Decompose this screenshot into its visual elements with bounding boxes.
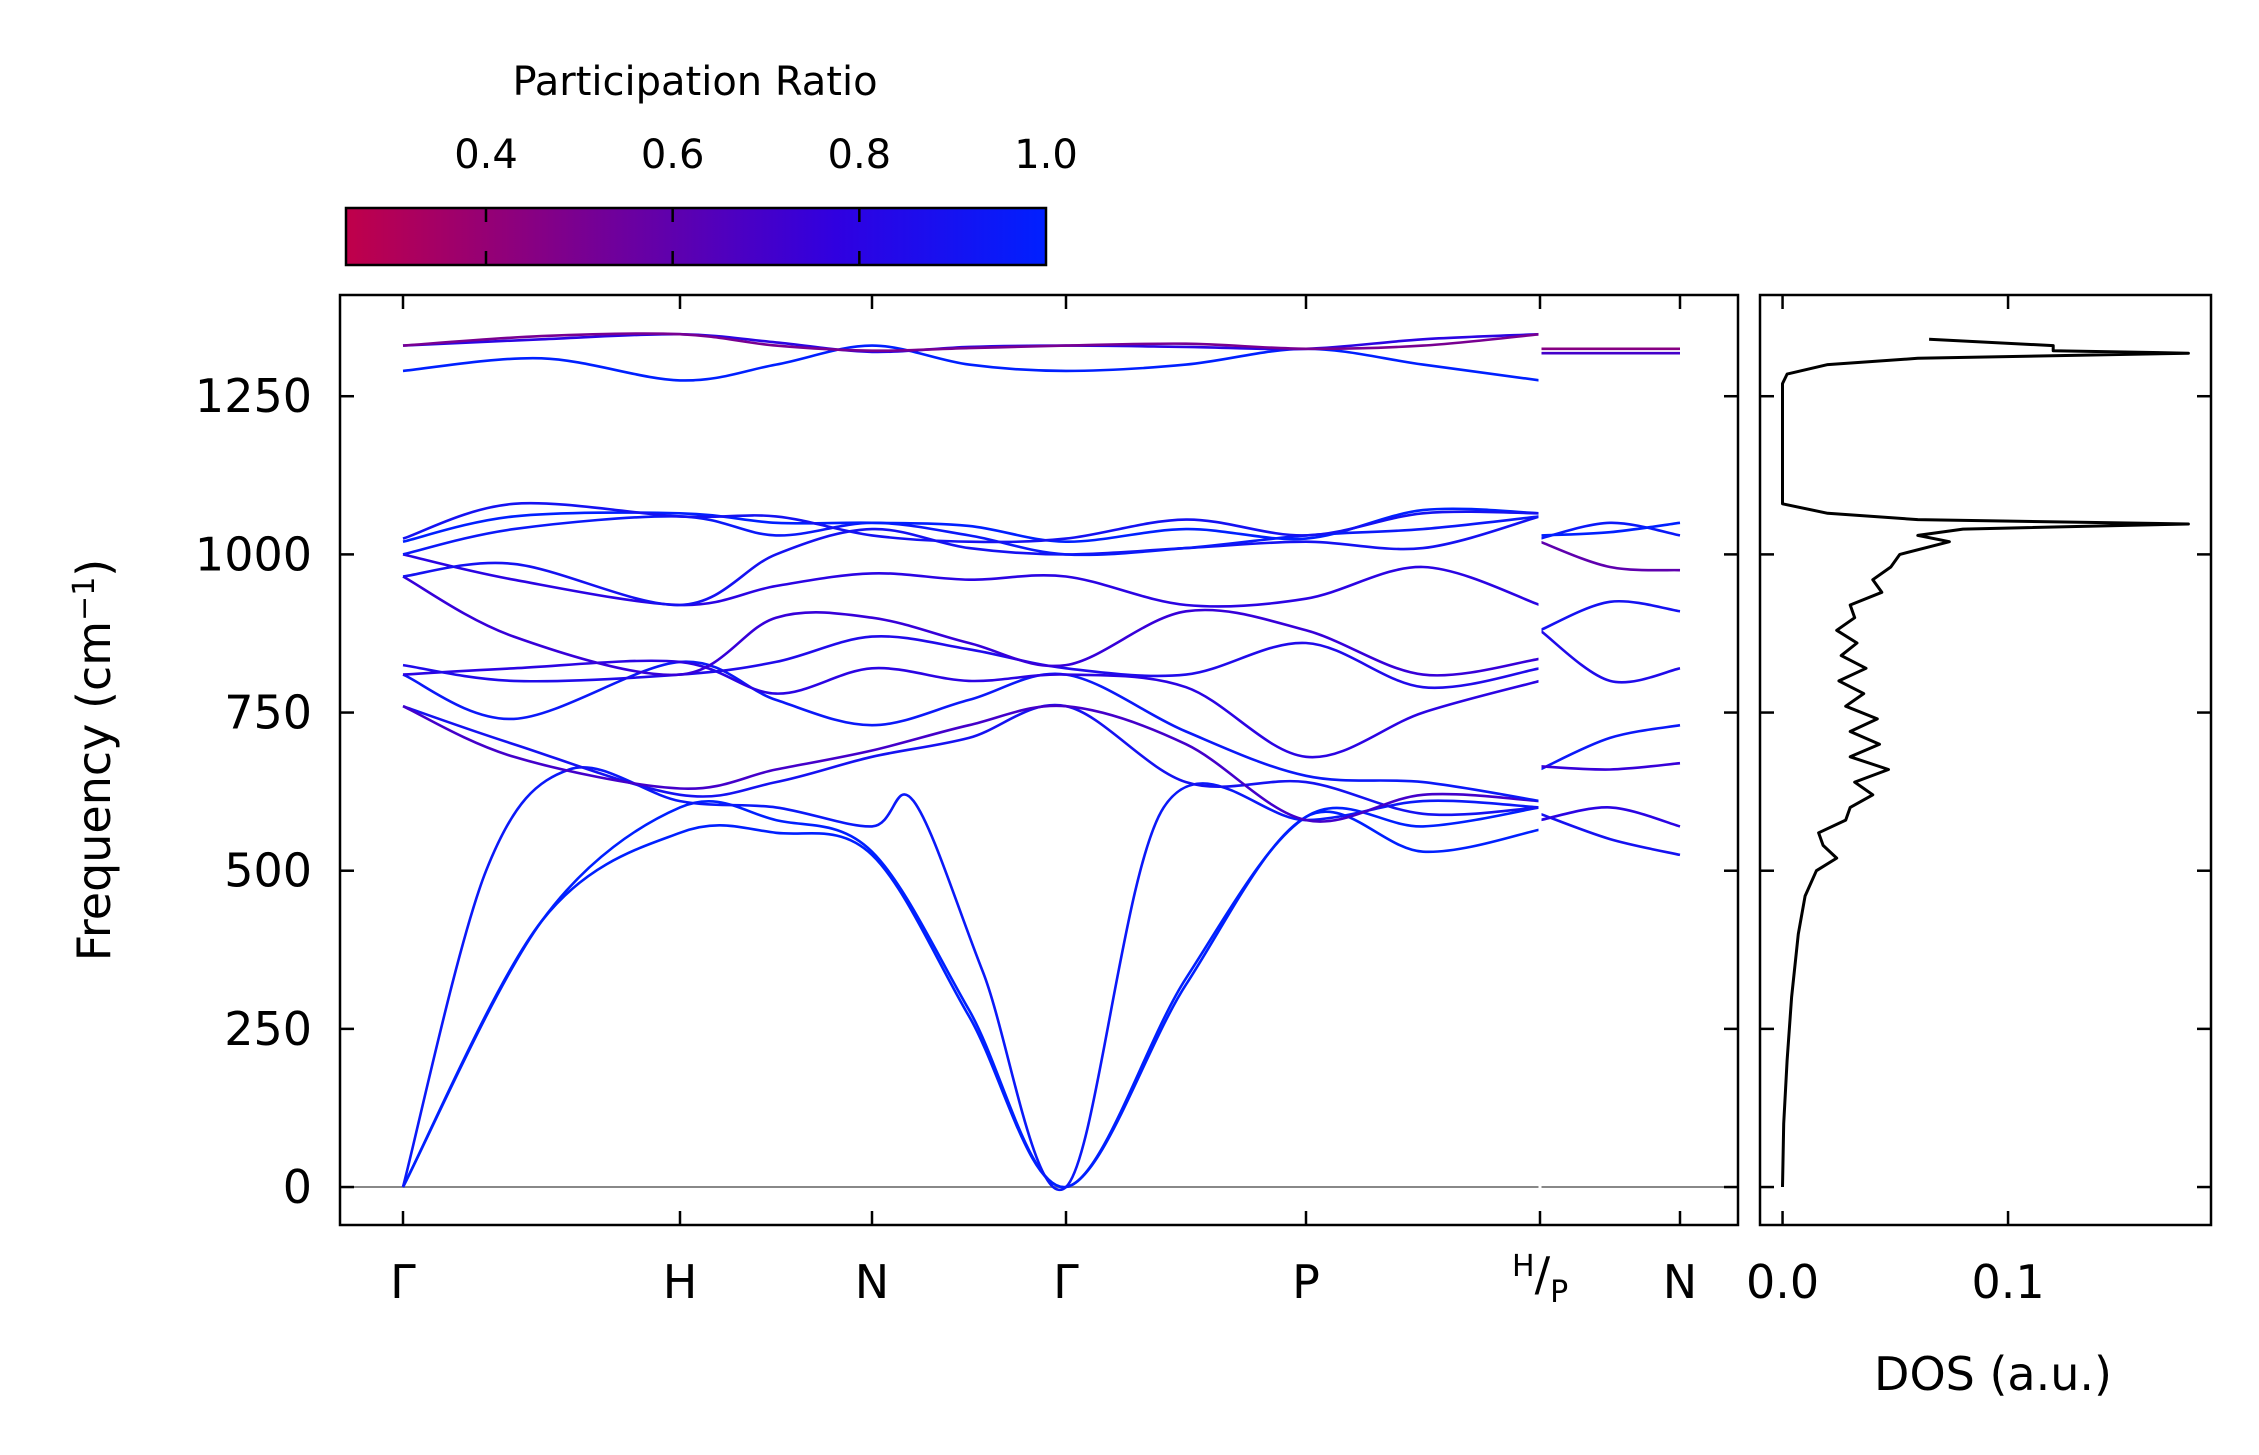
colorbar-tick-label: 0.6	[641, 132, 705, 178]
dos-y-ticks	[1760, 394, 2211, 1189]
x-tick-label: H	[663, 1255, 698, 1309]
dos-x-tick-label: 0.0	[1746, 1255, 1819, 1309]
x-tick-label: N	[855, 1255, 889, 1309]
band-structure-plot: 0 250 500 750 1000 1250 Γ H N Γ P H/P N Frequency (…	[67, 293, 1740, 1310]
band-acoustic-3	[401, 766, 1541, 1192]
band-optical-2	[402, 704, 1541, 823]
band-optical-9	[402, 515, 1541, 557]
x-tick-label: P	[1292, 1255, 1320, 1309]
band-pn-4	[1539, 761, 1681, 771]
y-axis-ticks: 0 250 500 750 1000 1250	[195, 369, 1738, 1214]
dos-x-ticks: 0.0 0.1	[1746, 295, 2045, 1309]
y-tick-label: 500	[224, 844, 312, 898]
band-optical-11	[402, 501, 1541, 544]
band-optical-8	[402, 515, 1541, 607]
x-tick-label: H/P	[1512, 1247, 1568, 1310]
y-tick-label: 1000	[195, 527, 312, 581]
band-high-1	[402, 344, 1541, 382]
band-pn-7	[1539, 540, 1681, 572]
dos-axes-frame	[1758, 293, 2213, 1227]
band-pn-1	[1539, 812, 1681, 857]
colorbar-tick-label: 0.8	[828, 132, 892, 178]
band-pn-9	[1539, 521, 1681, 537]
band-pn-2	[1539, 806, 1681, 828]
band-high-3	[402, 332, 1541, 353]
colorbar: Participation Ratio 0.4 0.6 0.8 1.0	[344, 59, 1078, 267]
dos-line	[1781, 337, 2190, 1188]
x-axis-ticks: Γ H N Γ P H/P N	[390, 295, 1697, 1310]
colorbar-title: Participation Ratio	[512, 59, 877, 105]
x-tick-label: N	[1663, 1255, 1697, 1309]
band-optical-3	[402, 660, 1541, 803]
band-optical-6	[402, 575, 1541, 677]
high-symmetry-lines	[1538, 297, 1542, 1223]
band-optical-5	[402, 635, 1541, 690]
x-tick-label: Γ	[1053, 1255, 1079, 1309]
band-acoustic-2	[401, 799, 1541, 1189]
colorbar-gradient	[344, 206, 1048, 267]
band-axes-frame	[338, 293, 1740, 1227]
y-tick-label: 0	[283, 1160, 312, 1214]
band-optical-1	[402, 703, 1541, 817]
band-pn-6	[1539, 599, 1681, 632]
colorbar-ticks: 0.4 0.6 0.8 1.0	[454, 132, 1078, 265]
band-pn-3	[1539, 723, 1681, 771]
y-tick-label: 1250	[195, 369, 312, 423]
band-lines	[401, 332, 1681, 1192]
colorbar-tick-label: 0.4	[454, 132, 518, 178]
dos-plot: 0.0 0.1 DOS (a.u.)	[1746, 293, 2213, 1401]
x-tick-label: Γ	[390, 1255, 416, 1309]
band-optical-4	[402, 659, 1541, 759]
dos-x-axis-title: DOS (a.u.)	[1874, 1347, 2112, 1401]
band-pn-5	[1539, 629, 1681, 684]
band-acoustic-1	[401, 810, 1541, 1189]
y-axis-title: Frequency (cm−1)	[67, 559, 121, 962]
band-optical-7	[402, 553, 1541, 608]
y-tick-label: 250	[224, 1002, 312, 1056]
colorbar-tick-label: 1.0	[1014, 132, 1078, 178]
dos-curve	[1781, 337, 2190, 1188]
dos-x-tick-label: 0.1	[1971, 1255, 2044, 1309]
y-tick-label: 750	[224, 686, 312, 740]
path-break	[1538, 297, 1542, 1223]
